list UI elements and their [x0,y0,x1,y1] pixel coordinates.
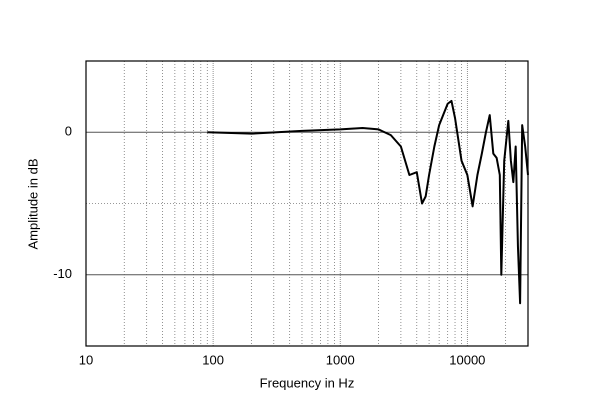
y-axis-label: Amplitude in dB [25,158,40,249]
y-tick-label: 0 [65,124,72,139]
x-axis-label: Frequency in Hz [260,375,355,390]
x-tick-label: 100 [202,352,224,367]
x-tick-label: 1000 [326,352,355,367]
y-tick-label: -10 [53,266,72,281]
x-tick-label: 10000 [449,352,485,367]
plot-frame [85,60,529,347]
response-line [207,99,529,305]
x-tick-label: 10 [79,352,93,367]
